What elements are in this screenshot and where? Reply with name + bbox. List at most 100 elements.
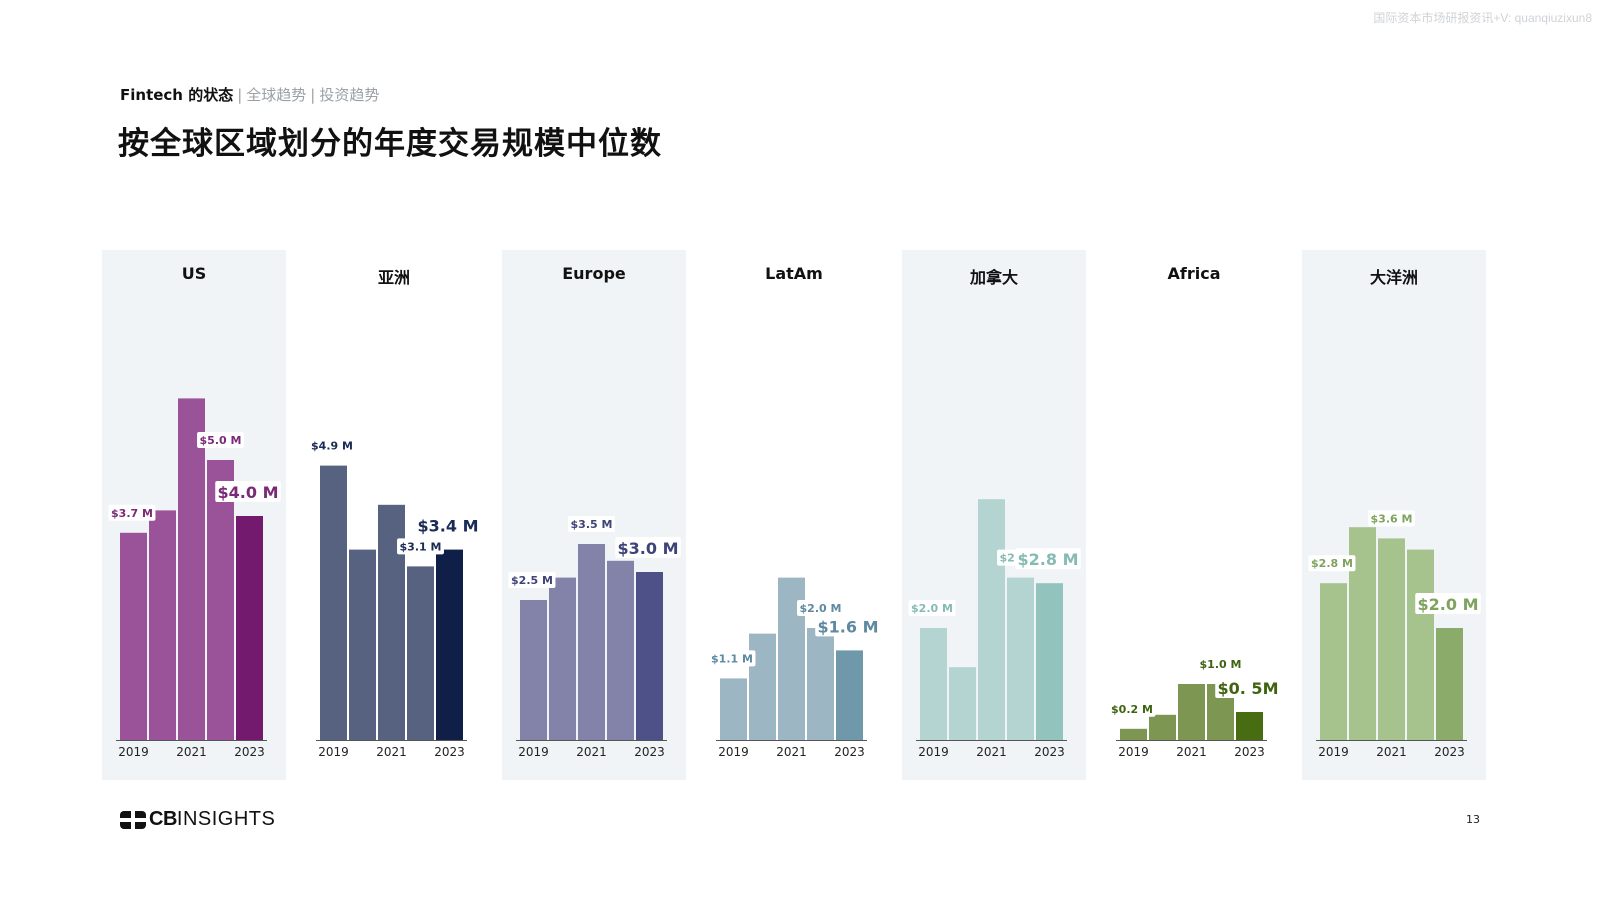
data-label: $5.0 M: [200, 434, 242, 447]
data-label: $2.8 M: [1311, 557, 1353, 570]
x-tick-label: 2021: [376, 745, 407, 759]
x-tick-label: 2023: [634, 745, 665, 759]
chart-panel-oceania: 大洋洲 2019 2021 2023 $2.8 M $3.6 M $2.0 M: [1302, 250, 1486, 780]
breadcrumb-item-main: Fintech 的状态: [120, 86, 234, 104]
bar: [1149, 714, 1176, 740]
bar: [549, 577, 576, 740]
data-label: $3.4 M: [418, 517, 479, 536]
x-tick-label: 2021: [576, 745, 607, 759]
x-tick-label: 2019: [918, 745, 949, 759]
chart-svg: 2019 2021 2023 $3.7 M $5.0 M $4.0 M: [108, 398, 281, 759]
bar: [636, 572, 663, 740]
data-label-background: [508, 572, 556, 588]
page-title: 按全球区域划分的年度交易规模中位数: [118, 126, 662, 162]
chart-svg: 2019 2021 2023 $2.5 M $3.5 M $3.0 M: [508, 516, 681, 759]
chart-svg: 2019 2021 2023 $0.2 M $1.0 M $0. 5M: [1108, 656, 1281, 759]
bar: [320, 465, 347, 740]
data-label: $2.0 M: [800, 602, 842, 615]
x-tick-label: 2023: [434, 745, 465, 759]
data-label: $3.5 M: [571, 518, 613, 531]
breadcrumb: Fintech 的状态 | 全球趋势 | 投资趋势: [120, 84, 379, 105]
data-label: $4.9 M: [311, 440, 353, 453]
data-label: $1.6 M: [818, 617, 879, 636]
chart-title: 加拿大: [969, 268, 1018, 287]
bar: [1320, 583, 1347, 740]
data-label: $2.5 M: [511, 574, 553, 587]
bar: [1407, 549, 1434, 740]
data-label-background: [397, 538, 444, 555]
breadcrumb-item-investment-trends: 投资趋势: [319, 86, 380, 104]
x-tick-label: 2023: [1234, 745, 1265, 759]
cbinsights-logo: CB INSIGHTS: [120, 808, 275, 831]
data-label: $2.8 M: [1018, 550, 1079, 569]
chart-svg: 2019 2021 2023 $2.8 M $3.6 M $2.0 M: [1308, 510, 1481, 759]
cbinsights-logo-icon: [120, 810, 146, 829]
bar: [436, 549, 463, 740]
data-label-background: [568, 516, 615, 532]
x-tick-label: 2023: [1034, 745, 1065, 759]
bar: [1236, 712, 1263, 740]
x-tick-label: 2021: [176, 745, 207, 759]
bar: [949, 667, 976, 740]
data-label-background: [815, 615, 881, 637]
chart-panel-africa: Africa 2019 2021 2023 $0.2 M $1.0 M $0. 5M: [1102, 250, 1286, 780]
bar: [1036, 583, 1063, 740]
bar: [149, 510, 176, 740]
x-tick-label: 2019: [118, 745, 149, 759]
bar: [207, 460, 234, 740]
breadcrumb-separator: |: [310, 86, 316, 104]
x-tick-label: 2019: [518, 745, 549, 759]
data-label-background: [1368, 510, 1415, 527]
data-label: $3.1 M: [400, 540, 442, 553]
x-tick-label: 2023: [1434, 745, 1465, 759]
data-label-background: [1108, 700, 1156, 717]
bar: [1378, 538, 1405, 740]
chart-title: LatAm: [765, 264, 823, 283]
data-label-background: [415, 514, 481, 536]
data-label: $2.0 M: [1418, 595, 1479, 614]
x-tick-label: 2021: [1176, 745, 1207, 759]
data-label: $3.6 M: [1371, 512, 1413, 525]
chart-title: US: [181, 264, 207, 283]
data-label: $4.0 M: [218, 483, 279, 502]
bar: [120, 532, 147, 740]
bar: [578, 544, 605, 740]
data-label-background: [908, 600, 956, 616]
bar: [749, 633, 776, 740]
bar: [407, 566, 434, 740]
bar: [1120, 728, 1147, 740]
x-tick-label: 2023: [234, 745, 265, 759]
page-number: 13: [1466, 813, 1480, 826]
chart-title: 亚洲: [377, 268, 410, 287]
bar: [1178, 684, 1205, 740]
data-label-background: [197, 432, 244, 448]
data-label: $1.0 M: [1200, 658, 1242, 671]
chart-title: Europe: [562, 264, 626, 283]
data-label-background: [1015, 548, 1081, 570]
x-tick-label: 2019: [718, 745, 749, 759]
data-label-background: [308, 437, 356, 454]
breadcrumb-item-global-trends: 全球趋势: [246, 86, 307, 104]
data-label: $3.7 M: [111, 507, 153, 520]
chart-title: Africa: [1167, 264, 1221, 283]
bar: [349, 549, 376, 740]
x-tick-label: 2019: [1118, 745, 1149, 759]
logo-text-cb: CB: [149, 808, 177, 830]
bar: [236, 516, 263, 740]
logo-text-insights: INSIGHTS: [176, 808, 276, 830]
chart-svg: 2019 2021 2023 $4.9 M $3.1 M $3.4 M: [308, 437, 481, 759]
x-tick-label: 2021: [776, 745, 807, 759]
bar: [1436, 628, 1463, 740]
bar: [520, 600, 547, 740]
x-tick-label: 2021: [1376, 745, 1407, 759]
data-label-background: [1215, 677, 1281, 698]
data-label: $0.2 M: [1111, 703, 1153, 716]
x-tick-label: 2023: [834, 745, 865, 759]
bar: [920, 628, 947, 740]
x-tick-label: 2019: [318, 745, 349, 759]
bar: [836, 650, 863, 740]
chart-title: 大洋洲: [1369, 268, 1418, 287]
watermark: 国际资本市场研报资讯+V: quanqiuzixun8: [1373, 11, 1592, 25]
